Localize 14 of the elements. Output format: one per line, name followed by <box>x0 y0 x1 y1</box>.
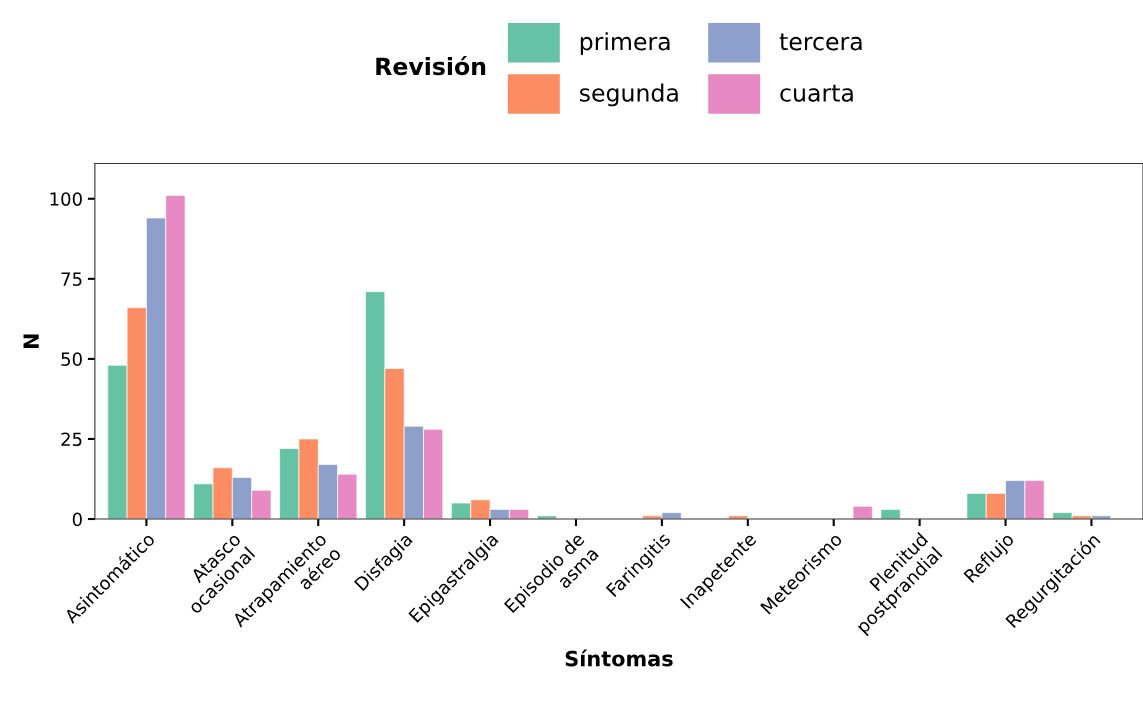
legend-title: Revisión <box>376 56 486 76</box>
legend-label: segunda <box>579 83 678 107</box>
x-axis-title: Síntomas <box>565 649 673 667</box>
legend-label: tercera <box>779 33 862 51</box>
legend-label: cuarta <box>780 84 853 102</box>
legend-label: primera <box>580 32 670 55</box>
bar <box>852 505 873 520</box>
y-tick-label: 25 <box>61 432 82 447</box>
y-tick-label: 75 <box>61 272 82 286</box>
bar <box>880 509 901 520</box>
y-tick-label: 0 <box>72 512 82 527</box>
y-tick-label: 100 <box>50 192 82 206</box>
y-tick-label: 50 <box>61 352 82 367</box>
y-axis-title: N <box>23 334 39 349</box>
